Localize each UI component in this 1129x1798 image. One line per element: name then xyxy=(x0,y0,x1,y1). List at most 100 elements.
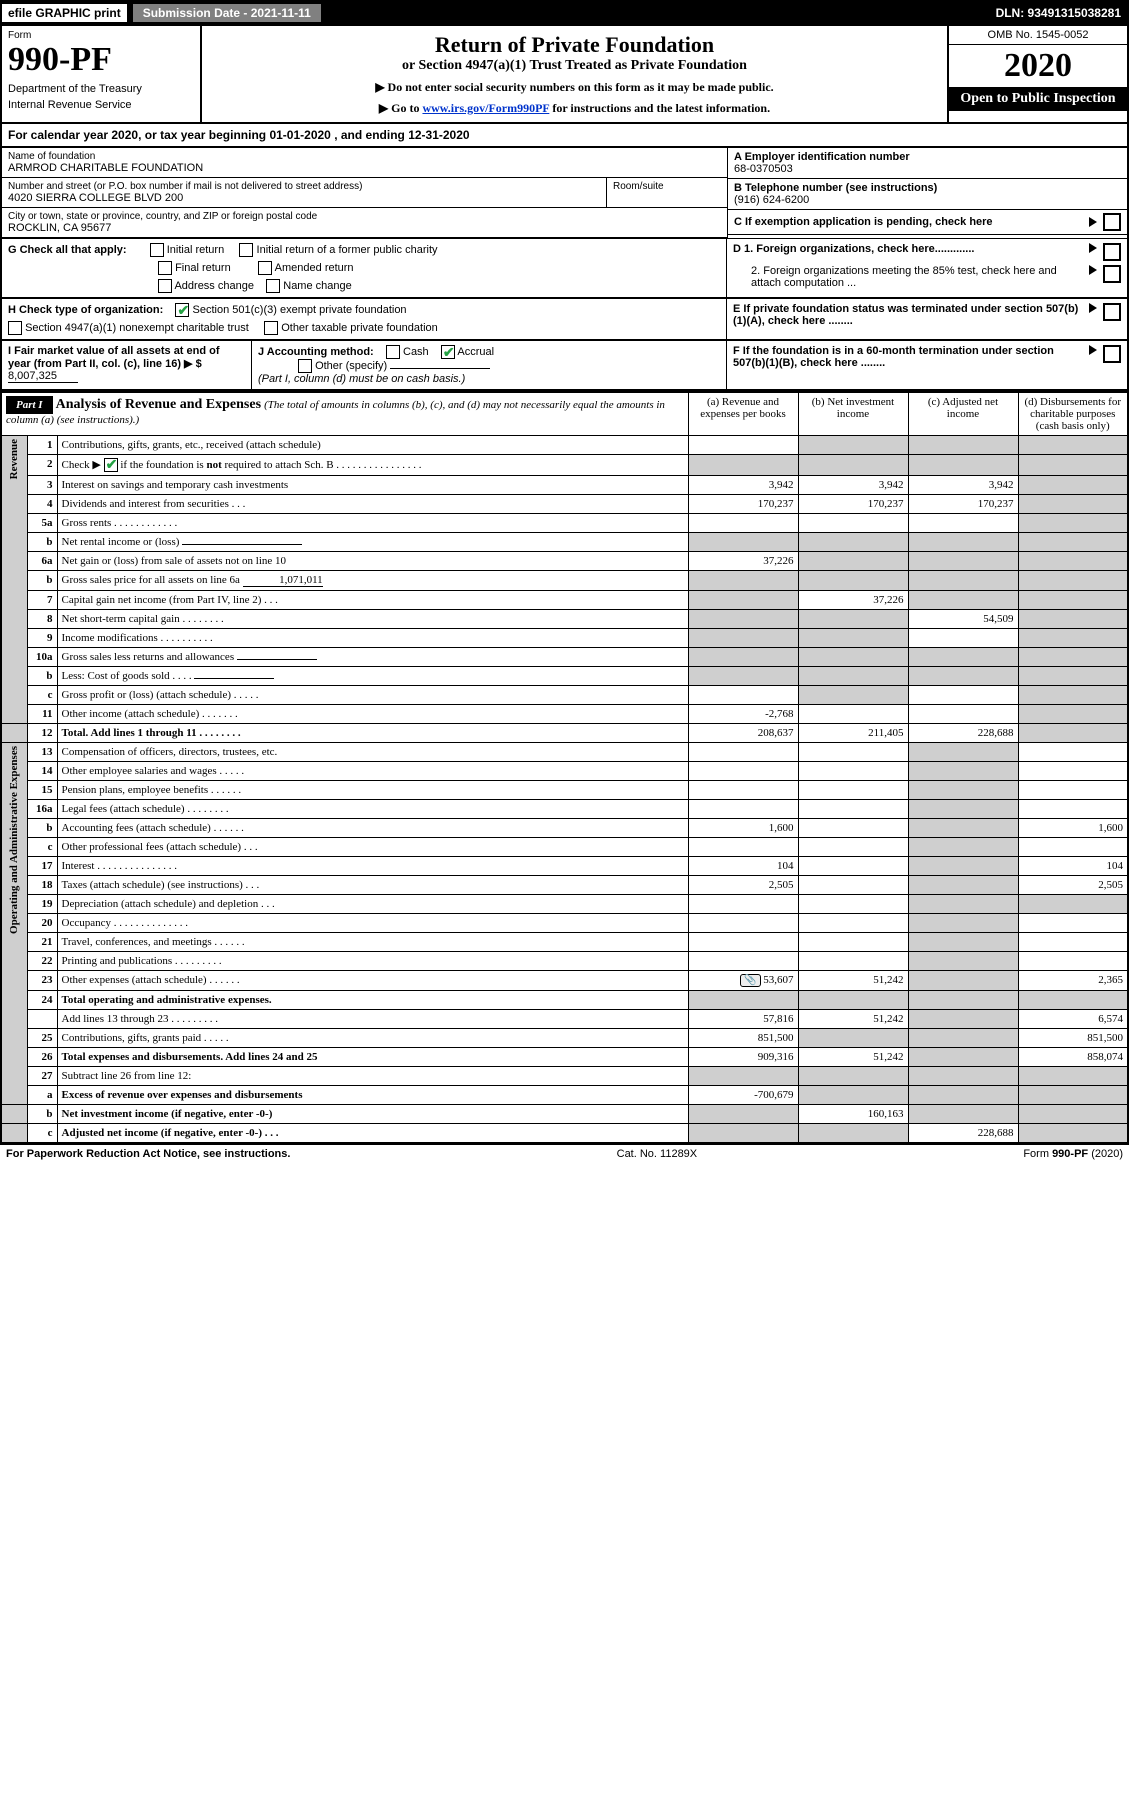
e-checkbox[interactable] xyxy=(1103,303,1121,321)
efile-word: efile xyxy=(8,6,32,20)
c-checkbox[interactable] xyxy=(1103,213,1121,231)
line-21: Travel, conferences, and meetings . . . … xyxy=(57,933,688,952)
j-cash: Cash xyxy=(403,346,429,358)
open-to-public: Open to Public Inspection xyxy=(949,87,1127,111)
line-26: Total expenses and disbursements. Add li… xyxy=(57,1048,688,1067)
j-cash-checkbox[interactable] xyxy=(386,345,400,359)
g-address: Address change xyxy=(174,280,254,292)
name-cell: Name of foundation ARMROD CHARITABLE FOU… xyxy=(2,148,727,178)
line-10a: Gross sales less returns and allowances xyxy=(57,648,688,667)
r12-b: 211,405 xyxy=(798,724,908,743)
line-12: Total. Add lines 1 through 11 . . . . . … xyxy=(57,724,688,743)
part1-table: Part I Analysis of Revenue and Expenses … xyxy=(0,391,1129,1144)
f-checkbox[interactable] xyxy=(1103,345,1121,363)
g-name-checkbox[interactable] xyxy=(266,279,280,293)
r24-b: 51,242 xyxy=(798,1010,908,1029)
instr2-post: for instructions and the latest informat… xyxy=(552,101,770,115)
j-other-input[interactable] xyxy=(390,368,490,369)
city-cell: City or town, state or province, country… xyxy=(2,208,727,238)
j-accrual-checkbox[interactable] xyxy=(441,345,455,359)
line-27c: Adjusted net income (if negative, enter … xyxy=(57,1124,688,1144)
line-3: Interest on savings and temporary cash i… xyxy=(57,476,688,495)
col-b-header: (b) Net investment income xyxy=(798,392,908,436)
r25-d: 851,500 xyxy=(1018,1029,1128,1048)
d2-checkbox[interactable] xyxy=(1103,265,1121,283)
r16b-a: 1,600 xyxy=(688,819,798,838)
r3-a: 3,942 xyxy=(688,476,798,495)
line-27: Subtract line 26 from line 12: xyxy=(57,1067,688,1086)
header-right: OMB No. 1545-0052 2020 Open to Public In… xyxy=(947,26,1127,122)
e-section: E If private foundation status was termi… xyxy=(727,299,1127,339)
efile-top-bar: efile GRAPHIC print Submission Date - 20… xyxy=(0,0,1129,26)
g-final-checkbox[interactable] xyxy=(158,261,172,275)
d1-arrow-icon xyxy=(1089,243,1097,253)
form-url-link[interactable]: www.irs.gov/Form990PF xyxy=(422,101,549,115)
h-e-row: H Check type of organization: Section 50… xyxy=(0,299,1129,341)
part1-bar: Part I xyxy=(6,396,53,414)
attachment-icon[interactable]: 📎 xyxy=(740,974,760,987)
dept-line1: Department of the Treasury xyxy=(8,83,194,95)
form-number: 990-PF xyxy=(8,41,194,79)
cal-end: 12-31-2020 xyxy=(408,128,469,142)
city-label: City or town, state or province, country… xyxy=(8,211,721,222)
line-5a: Gross rents . . . . . . . . . . . . xyxy=(57,514,688,533)
instruction-1: ▶ Do not enter social security numbers o… xyxy=(208,80,941,95)
d-section: D 1. Foreign organizations, check here..… xyxy=(727,239,1127,297)
form-subtitle: or Section 4947(a)(1) Trust Treated as P… xyxy=(208,58,941,74)
c-label: C If exemption application is pending, c… xyxy=(734,216,1083,228)
instruction-2: ▶ Go to www.irs.gov/Form990PF for instru… xyxy=(208,101,941,116)
address-row: Number and street (or P.O. box number if… xyxy=(2,178,727,208)
page-footer: For Paperwork Reduction Act Notice, see … xyxy=(0,1144,1129,1163)
efile-label: efile GRAPHIC print xyxy=(2,4,127,22)
cal-begin: 01-01-2020 xyxy=(269,128,330,142)
j-other: Other (specify) xyxy=(315,360,387,372)
i-value: 8,007,325 xyxy=(8,370,78,383)
header-left: Form 990-PF Department of the Treasury I… xyxy=(2,26,202,122)
dept-line2: Internal Revenue Service xyxy=(8,99,194,111)
r27c-c: 228,688 xyxy=(908,1124,1018,1144)
h-4947-checkbox[interactable] xyxy=(8,321,22,335)
name-label: Name of foundation xyxy=(8,151,721,162)
schb-checkbox[interactable] xyxy=(104,458,118,472)
g-initial-checkbox[interactable] xyxy=(150,243,164,257)
tax-year: 2020 xyxy=(949,45,1127,87)
f-arrow-icon xyxy=(1089,345,1097,355)
footer-cat: Cat. No. 11289X xyxy=(290,1148,1023,1160)
line-18: Taxes (attach schedule) (see instruction… xyxy=(57,876,688,895)
expenses-sidebar: Operating and Administrative Expenses xyxy=(1,743,27,1105)
h-other: Other taxable private foundation xyxy=(281,322,438,334)
line-16b: Accounting fees (attach schedule) . . . … xyxy=(57,819,688,838)
city-value: ROCKLIN, CA 95677 xyxy=(8,222,721,234)
line-4: Dividends and interest from securities .… xyxy=(57,495,688,514)
h-other-checkbox[interactable] xyxy=(264,321,278,335)
foundation-name: ARMROD CHARITABLE FOUNDATION xyxy=(8,162,721,174)
form-label: Form xyxy=(8,30,194,41)
r23-d: 2,365 xyxy=(1018,971,1128,991)
ij-f-row: I Fair market value of all assets at end… xyxy=(0,341,1129,391)
h-501c3-checkbox[interactable] xyxy=(175,303,189,317)
h-section: H Check type of organization: Section 50… xyxy=(2,299,727,339)
d1-checkbox[interactable] xyxy=(1103,243,1121,261)
g-label: G Check all that apply: xyxy=(8,244,127,256)
line-6b: Gross sales price for all assets on line… xyxy=(57,571,688,591)
g-amended-checkbox[interactable] xyxy=(258,261,272,275)
r17-a: 104 xyxy=(688,857,798,876)
g-initial-former-checkbox[interactable] xyxy=(239,243,253,257)
g-final: Final return xyxy=(175,262,231,274)
g-address-checkbox[interactable] xyxy=(158,279,172,293)
instr2-pre: ▶ Go to xyxy=(379,101,423,115)
arrow-icon xyxy=(1089,217,1097,227)
line-1: Contributions, gifts, grants, etc., rece… xyxy=(57,436,688,455)
r23-b: 51,242 xyxy=(798,971,908,991)
line-23: Other expenses (attach schedule) . . . .… xyxy=(57,971,688,991)
graphic-word: GRAPHIC xyxy=(35,6,90,20)
ij-section: I Fair market value of all assets at end… xyxy=(2,341,727,389)
line-11: Other income (attach schedule) . . . . .… xyxy=(57,705,688,724)
r3-c: 3,942 xyxy=(908,476,1018,495)
line-24a: Total operating and administrative expen… xyxy=(57,991,688,1010)
j-other-checkbox[interactable] xyxy=(298,359,312,373)
j-label: J Accounting method: xyxy=(258,346,374,358)
ein-cell: A Employer identification number 68-0370… xyxy=(728,148,1127,179)
print-word[interactable]: print xyxy=(94,6,121,20)
cal-pre: For calendar year 2020, or tax year begi… xyxy=(8,128,269,142)
